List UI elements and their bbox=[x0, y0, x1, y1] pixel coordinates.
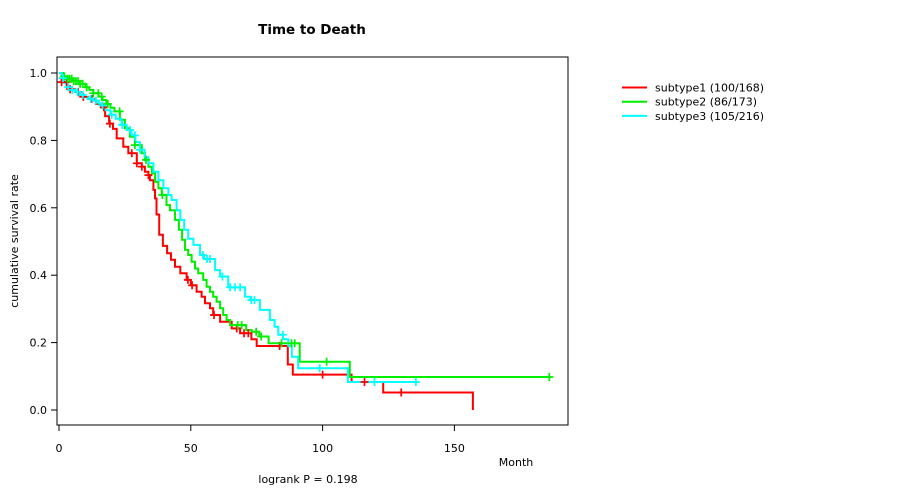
censor-tick bbox=[130, 131, 139, 140]
legend-label-subtype2: subtype2 (86/173) bbox=[655, 96, 757, 109]
censor-marks bbox=[57, 72, 554, 397]
censor-tick bbox=[144, 171, 153, 180]
x-tick-label: 150 bbox=[444, 442, 465, 455]
censor-tick bbox=[278, 330, 287, 339]
censor-tick bbox=[198, 251, 207, 259]
legend-item-subtype3: subtype3 (105/216) bbox=[622, 110, 764, 123]
censor-tick bbox=[107, 110, 116, 119]
y-tick-label: 0.4 bbox=[30, 269, 48, 282]
censor-tick bbox=[73, 87, 82, 96]
censor-tick bbox=[411, 378, 420, 386]
censor-tick bbox=[210, 311, 218, 319]
censor-tick bbox=[78, 90, 87, 99]
legend-item-subtype2: subtype2 (86/173) bbox=[622, 96, 757, 109]
x-tick-label: 0 bbox=[56, 442, 63, 455]
censor-tick bbox=[91, 96, 100, 105]
censor-tick bbox=[97, 92, 106, 101]
censor-tick bbox=[290, 339, 299, 348]
censor-tick bbox=[132, 159, 141, 168]
censor-tick bbox=[105, 119, 114, 128]
censor-tick bbox=[118, 120, 127, 129]
logrank-annotation: logrank P = 0.198 bbox=[258, 473, 357, 486]
censor-tick bbox=[126, 126, 135, 134]
censor-tick bbox=[257, 332, 266, 341]
legend: subtype1 (100/168)subtype2 (86/173)subty… bbox=[622, 82, 764, 123]
censor-tick bbox=[59, 74, 67, 83]
censor-tick bbox=[158, 191, 167, 199]
chart-title: Time to Death bbox=[258, 22, 366, 38]
legend-label-subtype3: subtype3 (105/216) bbox=[655, 110, 764, 123]
x-tick-label: 100 bbox=[312, 442, 333, 455]
censor-tick bbox=[142, 155, 150, 164]
y-tick-label: 0.2 bbox=[30, 337, 48, 350]
censor-tick bbox=[183, 275, 192, 284]
censor-tick bbox=[98, 101, 107, 110]
censor-tick bbox=[130, 141, 139, 150]
censor-tick bbox=[322, 357, 331, 366]
y-tick-label: 0.0 bbox=[30, 404, 48, 417]
censor-tick bbox=[545, 373, 554, 381]
censor-tick bbox=[318, 370, 327, 379]
censor-tick bbox=[86, 94, 95, 103]
x-axis-title: Month bbox=[499, 456, 534, 469]
plot-area-box bbox=[56, 56, 569, 426]
censor-tick bbox=[127, 149, 136, 158]
censor-tick bbox=[115, 107, 124, 116]
y-tick-label: 0.6 bbox=[30, 202, 48, 215]
censor-tick bbox=[137, 162, 146, 171]
censor-tick bbox=[236, 283, 245, 292]
y-tick-label: 1.0 bbox=[30, 67, 48, 80]
censor-tick bbox=[397, 388, 406, 397]
censor-tick bbox=[252, 327, 261, 336]
censor-tick bbox=[218, 272, 227, 281]
censor-tick bbox=[370, 378, 379, 386]
censor-tick bbox=[277, 339, 286, 348]
x-tick-label: 50 bbox=[184, 442, 198, 455]
censor-tick bbox=[103, 100, 112, 108]
censor-tick bbox=[206, 255, 214, 263]
censor-tick bbox=[237, 321, 246, 330]
y-tick-label: 0.8 bbox=[30, 134, 48, 147]
axes: 0 50 100 150 0.0 0.2 0.4 0.6 0.8 1.0 bbox=[30, 67, 465, 455]
censor-tick bbox=[135, 145, 144, 154]
censor-tick bbox=[360, 378, 369, 386]
censor-tick bbox=[315, 364, 324, 373]
censor-marks-subtype3 bbox=[59, 74, 420, 386]
censor-tick bbox=[68, 85, 77, 94]
censor-tick bbox=[244, 329, 253, 338]
censor-tick bbox=[188, 281, 197, 290]
legend-label-subtype1: subtype1 (100/168) bbox=[655, 82, 764, 95]
legend-item-subtype1: subtype1 (100/168) bbox=[622, 82, 764, 95]
y-axis-title: cumulative survival rate bbox=[8, 174, 21, 308]
censor-tick bbox=[250, 296, 259, 305]
censor-tick bbox=[82, 83, 91, 92]
